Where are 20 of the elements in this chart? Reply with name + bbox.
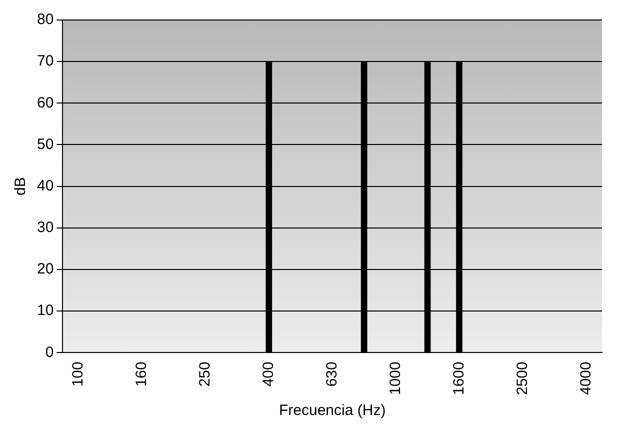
y-tick-label: 50 — [36, 136, 54, 153]
y-tick-label: 60 — [36, 94, 54, 112]
x-axis-title: Frecuencia (Hz) — [278, 402, 386, 420]
y-tick-label: 20 — [36, 260, 54, 278]
y-tick-label: 0 — [45, 344, 54, 361]
x-tick-label: 4000 — [577, 362, 594, 396]
x-tick-label: 400 — [260, 362, 278, 387]
x-tick-label: 630 — [323, 362, 340, 387]
y-axis-title: dB — [12, 177, 30, 196]
x-tick-label: 250 — [196, 362, 214, 387]
x-tick-label: 160 — [133, 362, 150, 387]
y-tick-label: 30 — [36, 219, 54, 236]
y-tick-label: 70 — [36, 52, 54, 70]
x-tick-label: 100 — [70, 362, 87, 387]
x-tick-label: 1600 — [450, 362, 468, 396]
y-tick-label: 40 — [36, 177, 54, 194]
x-tick-label: 1000 — [386, 362, 404, 396]
x-tick-label: 2500 — [514, 362, 531, 396]
y-tick-label: 10 — [36, 302, 54, 320]
y-tick-label: 80 — [36, 11, 54, 28]
